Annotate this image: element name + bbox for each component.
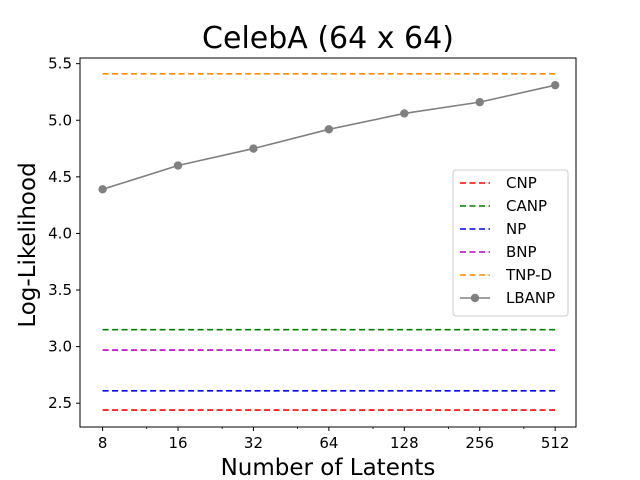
data-point-lbanp <box>173 161 183 170</box>
x-tick-label: 32 <box>244 434 263 452</box>
legend-label-cnp: CNP <box>506 174 537 192</box>
y-tick-label: 2.5 <box>48 394 72 412</box>
axes-layer: 2.5 3.0 3.5 4.0 4.5 5.0 5.5 8 16 32 64 128 256 512 <box>48 55 577 452</box>
legend: CNP CANP NP BNP TNP-D LBANP <box>452 169 569 317</box>
legend-label-tnp-d: TNP-D <box>505 266 552 284</box>
x-tick-label: 256 <box>465 434 494 452</box>
data-point-lbanp <box>249 144 258 153</box>
y-tick-label: 5.0 <box>48 111 72 129</box>
x-axis-label: Number of Latents <box>221 455 436 480</box>
y-tick-label: 4.5 <box>48 168 72 186</box>
data-point-lbanp <box>324 125 334 134</box>
legend-label-lbanp: LBANP <box>506 289 555 307</box>
data-point-lbanp <box>98 185 107 194</box>
chart-title: CelebA (64 x 64) <box>202 21 454 56</box>
x-tick-label: 128 <box>390 434 419 452</box>
data-point-lbanp <box>475 97 484 107</box>
x-tick-label: 8 <box>98 434 108 452</box>
x-tick-label: 64 <box>319 434 338 452</box>
x-tick-label: 512 <box>541 434 570 452</box>
y-tick-label: 5.5 <box>48 55 72 73</box>
series-layer <box>98 73 560 411</box>
legend-label-bnp: BNP <box>506 243 537 261</box>
data-point-lbanp <box>550 80 560 90</box>
y-tick-label: 4.0 <box>48 224 72 242</box>
legend-label-canp: CANP <box>506 197 547 215</box>
x-tick-label: 16 <box>168 434 187 452</box>
data-point-lbanp <box>400 109 409 118</box>
plot-frame <box>79 57 577 428</box>
y-tick-label: 3.0 <box>48 338 72 356</box>
legend-marker-lbanp <box>470 293 480 303</box>
legend-label-np: NP <box>506 220 526 238</box>
y-tick-label: 3.5 <box>48 281 72 299</box>
y-axis-label: Log-Likelihood <box>15 162 41 327</box>
